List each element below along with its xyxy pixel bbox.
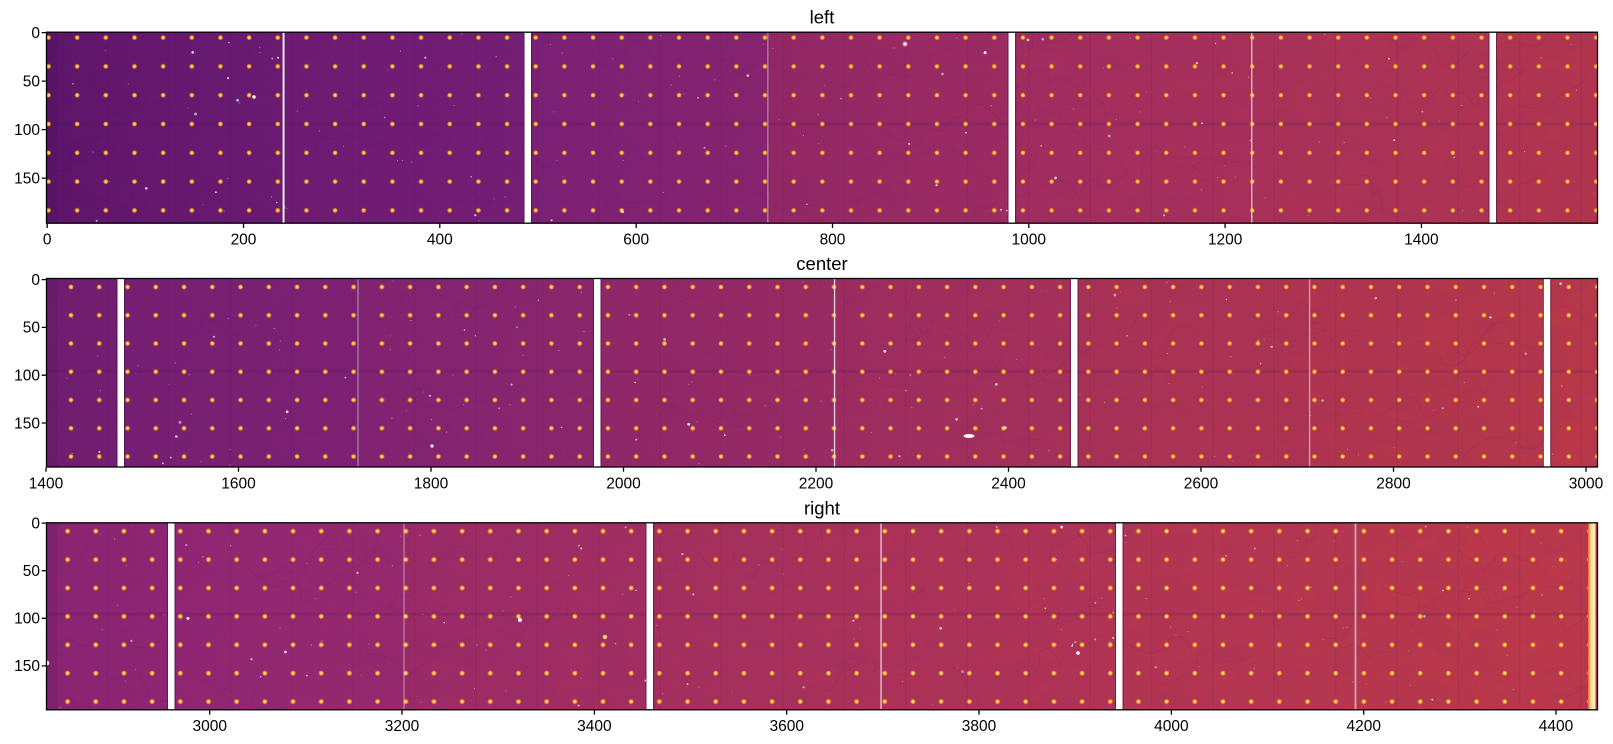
svg-text:center: center bbox=[796, 253, 847, 274]
svg-text:right: right bbox=[804, 498, 840, 519]
svg-text:600: 600 bbox=[623, 232, 649, 249]
svg-text:50: 50 bbox=[23, 73, 41, 90]
svg-text:200: 200 bbox=[231, 232, 257, 249]
svg-text:2800: 2800 bbox=[1376, 475, 1411, 492]
svg-text:150: 150 bbox=[14, 170, 40, 187]
svg-text:0: 0 bbox=[31, 272, 40, 289]
svg-text:1200: 1200 bbox=[1208, 232, 1243, 249]
svg-text:1600: 1600 bbox=[221, 475, 256, 492]
svg-text:3000: 3000 bbox=[1569, 475, 1604, 492]
svg-text:100: 100 bbox=[14, 368, 40, 385]
svg-text:2400: 2400 bbox=[991, 475, 1026, 492]
svg-text:0: 0 bbox=[43, 232, 52, 249]
svg-text:2200: 2200 bbox=[799, 475, 834, 492]
svg-text:0: 0 bbox=[31, 515, 40, 532]
svg-text:1400: 1400 bbox=[29, 475, 64, 492]
svg-text:800: 800 bbox=[820, 232, 846, 249]
svg-text:0: 0 bbox=[31, 25, 40, 42]
svg-text:1400: 1400 bbox=[1404, 232, 1439, 249]
svg-text:50: 50 bbox=[23, 563, 41, 580]
svg-text:1800: 1800 bbox=[414, 475, 449, 492]
svg-text:150: 150 bbox=[14, 658, 40, 675]
svg-text:3400: 3400 bbox=[577, 718, 612, 735]
svg-text:3000: 3000 bbox=[192, 718, 227, 735]
svg-text:3600: 3600 bbox=[769, 718, 804, 735]
svg-text:50: 50 bbox=[23, 320, 41, 337]
svg-text:150: 150 bbox=[14, 415, 40, 432]
svg-text:1000: 1000 bbox=[1012, 232, 1047, 249]
svg-text:3200: 3200 bbox=[385, 718, 420, 735]
svg-text:4000: 4000 bbox=[1154, 718, 1189, 735]
svg-text:3800: 3800 bbox=[962, 718, 997, 735]
svg-text:100: 100 bbox=[14, 122, 40, 139]
svg-text:2600: 2600 bbox=[1184, 475, 1219, 492]
svg-text:2000: 2000 bbox=[606, 475, 641, 492]
svg-text:100: 100 bbox=[14, 611, 40, 628]
svg-text:left: left bbox=[810, 7, 835, 28]
svg-text:400: 400 bbox=[427, 232, 453, 249]
svg-text:4200: 4200 bbox=[1346, 718, 1381, 735]
svg-text:4400: 4400 bbox=[1539, 718, 1574, 735]
